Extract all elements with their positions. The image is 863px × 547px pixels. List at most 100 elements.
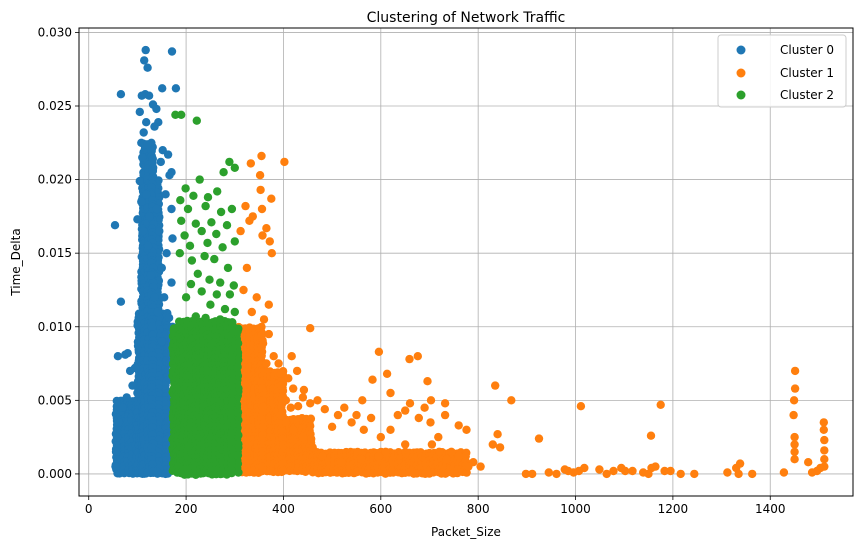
data-point (790, 440, 799, 449)
data-point (171, 110, 180, 120)
data-point (197, 287, 206, 296)
data-point (440, 410, 450, 420)
x-tick-label: 200 (175, 502, 198, 516)
y-tick-label: 0.005 (38, 393, 72, 407)
data-point (167, 278, 176, 287)
data-point (236, 226, 245, 236)
data-point (284, 374, 293, 383)
data-point (552, 469, 561, 479)
data-point (147, 322, 157, 331)
x-tick-label: 600 (369, 502, 392, 516)
data-point (376, 432, 385, 442)
data-point (426, 396, 436, 405)
data-point (146, 271, 156, 280)
data-point (374, 347, 384, 356)
data-point (167, 47, 177, 56)
data-point (790, 455, 799, 464)
legend-marker-cluster-1 (736, 68, 746, 78)
data-point (133, 215, 142, 224)
data-point (423, 377, 432, 386)
data-point (222, 221, 232, 230)
x-tick-label: 400 (272, 502, 295, 516)
data-point (666, 466, 675, 476)
y-tick-label: 0.010 (38, 320, 72, 334)
data-point (382, 369, 392, 378)
data-point (149, 467, 158, 476)
legend-box (717, 34, 847, 108)
data-point (216, 278, 225, 287)
data-point (414, 413, 423, 423)
data-point (262, 359, 271, 368)
data-point (734, 469, 743, 479)
data-point (230, 237, 239, 246)
series-cluster-2 (168, 110, 243, 479)
data-point (175, 249, 184, 258)
data-point (560, 465, 569, 474)
data-point (180, 231, 189, 240)
data-point (113, 352, 123, 361)
data-point (144, 91, 154, 100)
data-point (210, 254, 219, 264)
data-point (177, 110, 186, 120)
data-point (639, 468, 648, 477)
data-point (192, 116, 201, 125)
x-tick-label: 1200 (658, 502, 689, 516)
data-point (276, 369, 286, 378)
data-point (177, 216, 186, 225)
data-point (306, 399, 315, 408)
data-point (292, 366, 302, 376)
data-point (287, 352, 296, 361)
data-point (507, 396, 516, 405)
x-axis-label: Packet_Size (431, 525, 501, 539)
data-point (157, 263, 166, 273)
data-point (435, 447, 444, 456)
data-point (313, 396, 322, 405)
data-point (308, 443, 317, 452)
data-point (191, 219, 200, 228)
data-point (820, 446, 829, 455)
data-point (137, 197, 146, 206)
data-point (152, 104, 161, 114)
data-point (137, 91, 146, 100)
x-tick-label: 800 (467, 502, 490, 516)
data-point (264, 329, 273, 339)
data-point (462, 425, 471, 434)
data-point (528, 469, 537, 479)
series-cluster-0 (110, 45, 181, 479)
data-point (158, 84, 167, 93)
data-point (259, 315, 269, 324)
data-point (333, 410, 343, 420)
legend: Cluster 0 Cluster 1 Cluster 2 (717, 34, 847, 108)
data-point (442, 455, 451, 464)
data-point (660, 466, 669, 476)
data-point (488, 440, 497, 449)
data-point (262, 224, 271, 233)
data-point (447, 447, 456, 456)
data-point (609, 466, 618, 476)
data-point (153, 307, 163, 317)
data-point (790, 447, 799, 456)
data-point (281, 396, 291, 405)
data-point (646, 431, 656, 440)
data-point (133, 388, 142, 398)
data-point (140, 56, 149, 65)
data-point (257, 204, 267, 214)
data-point (160, 293, 169, 302)
data-point (110, 221, 120, 230)
data-point (116, 90, 126, 99)
data-point (493, 430, 502, 439)
data-point (246, 159, 255, 168)
data-point (176, 196, 185, 205)
data-point (111, 447, 121, 456)
data-point (676, 469, 685, 479)
data-point (401, 440, 410, 449)
data-point (789, 396, 799, 405)
data-point (256, 185, 265, 195)
data-point (223, 263, 233, 273)
data-point (252, 293, 261, 302)
data-point (116, 297, 126, 306)
data-point (257, 151, 266, 161)
data-point (225, 290, 235, 299)
data-point (318, 452, 327, 461)
data-point (340, 403, 349, 412)
